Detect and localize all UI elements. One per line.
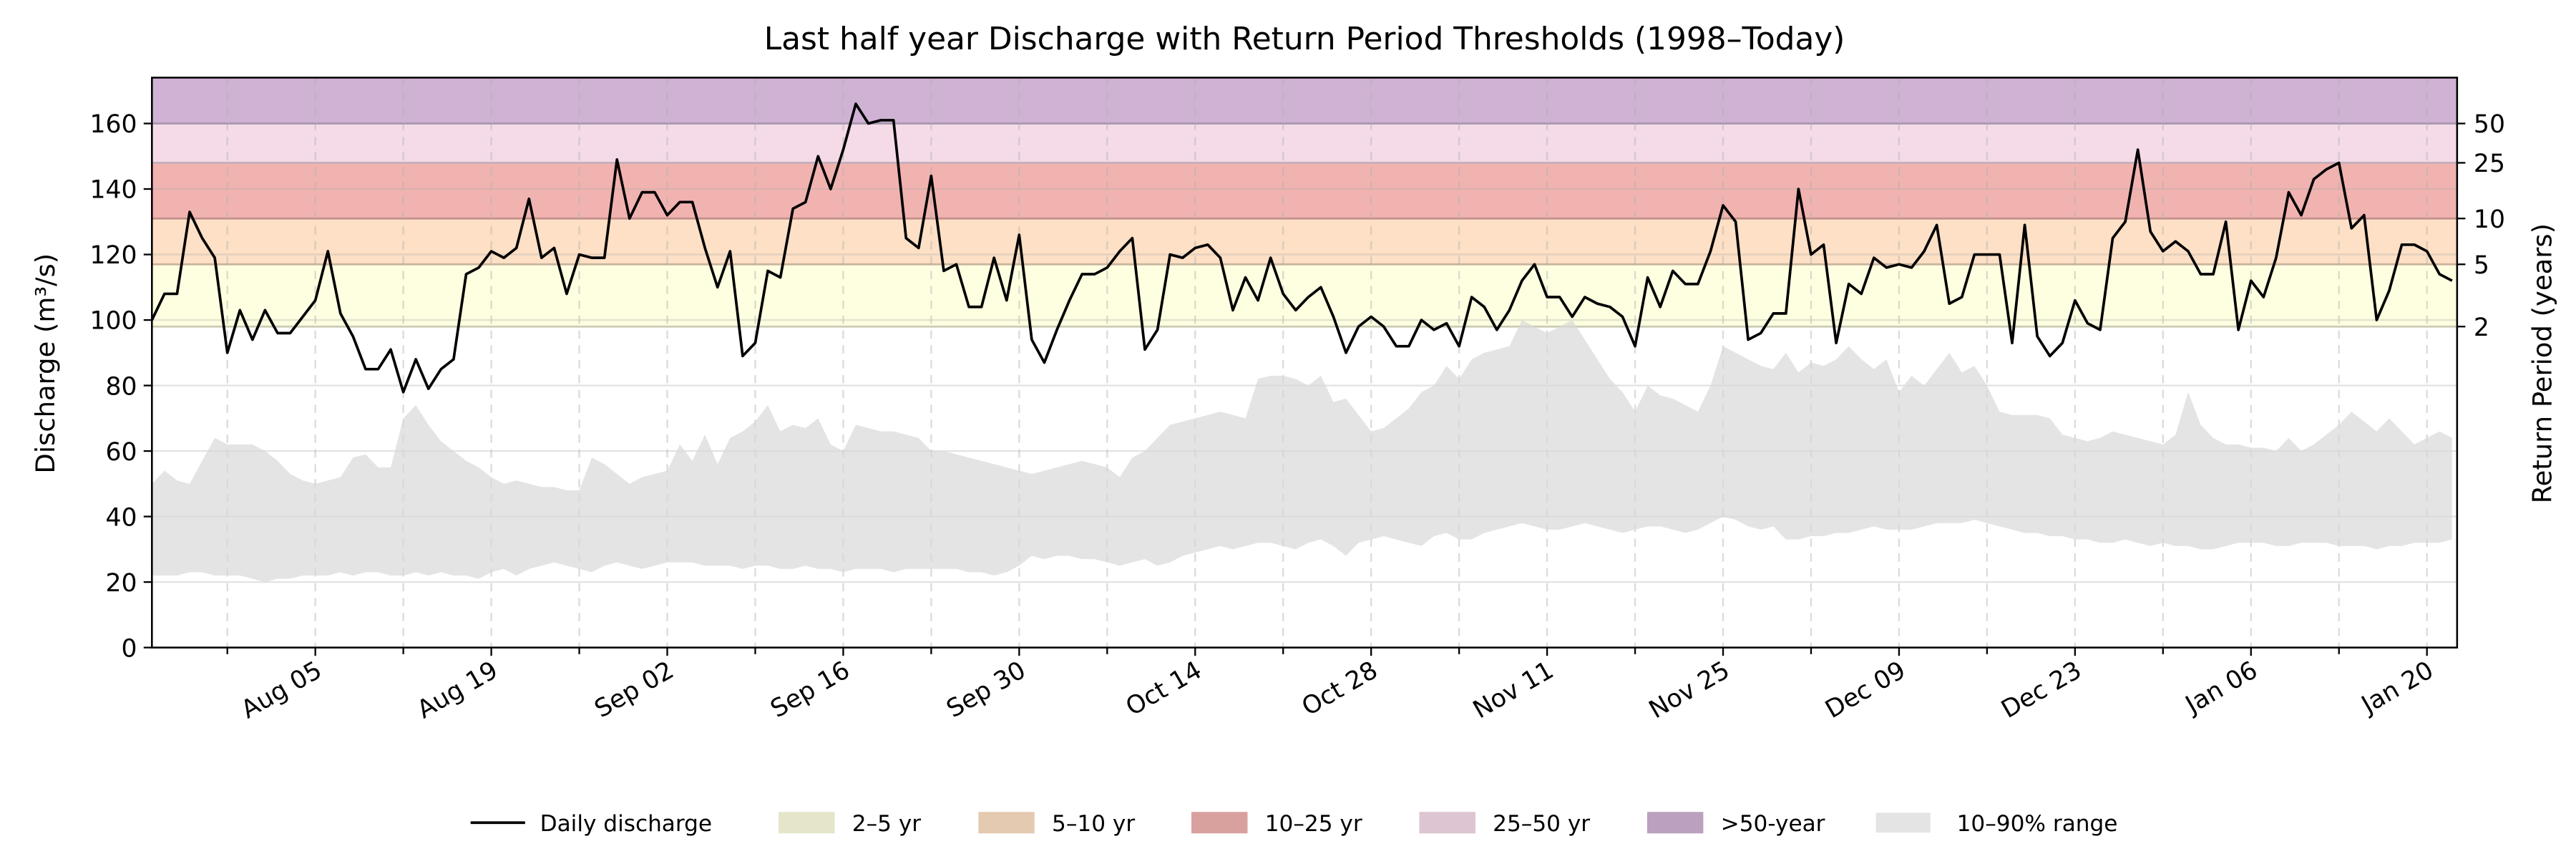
legend-label: 5–10 yr [1052, 811, 1135, 837]
y-tick-label: 40 [105, 503, 137, 532]
y-tick-label: 20 [105, 569, 137, 598]
legend-label: Daily discharge [540, 811, 712, 837]
legend-label: 10–90% range [1957, 811, 2118, 837]
threshold-band [152, 264, 2457, 327]
legend-label: 2–5 yr [852, 811, 922, 837]
y-tick-label: 60 [105, 438, 137, 467]
threshold-band [152, 162, 2457, 219]
legend-label: 25–50 yr [1493, 811, 1590, 837]
y2-tick-label: 25 [2474, 150, 2505, 178]
chart-title: Last half year Discharge with Return Per… [764, 21, 1845, 57]
threshold-band [152, 77, 2457, 124]
y-tick-label: 100 [89, 307, 137, 336]
threshold-band [152, 123, 2457, 163]
y2-tick-label: 10 [2474, 205, 2505, 234]
y-axis-label: Discharge (m³/s) [30, 253, 61, 474]
y2-axis-label: Return Period (years) [2527, 223, 2557, 503]
y-tick-label: 160 [89, 110, 137, 139]
y-tick-label: 80 [105, 372, 137, 401]
range-area [152, 320, 2452, 583]
plot-frame [151, 77, 2459, 649]
legend-swatch [1419, 812, 1475, 834]
y2-tick-label: 2 [2474, 314, 2489, 342]
legend-label: 10–25 yr [1265, 811, 1362, 837]
legend-swatch [779, 812, 835, 834]
legend-swatch [978, 812, 1035, 834]
y-tick-label: 0 [122, 634, 137, 663]
y2-tick-label: 50 [2474, 110, 2505, 139]
y-tick-label: 140 [89, 176, 137, 205]
legend-swatch [1191, 812, 1248, 834]
discharge-line [150, 102, 2453, 394]
y2-tick-label: 5 [2474, 251, 2489, 280]
legend-label: >50-year [1721, 811, 1825, 837]
legend-swatch [1646, 812, 1704, 834]
y-tick-label: 120 [89, 241, 137, 270]
legend-swatch [1875, 812, 1931, 833]
plot-area [150, 77, 2457, 649]
